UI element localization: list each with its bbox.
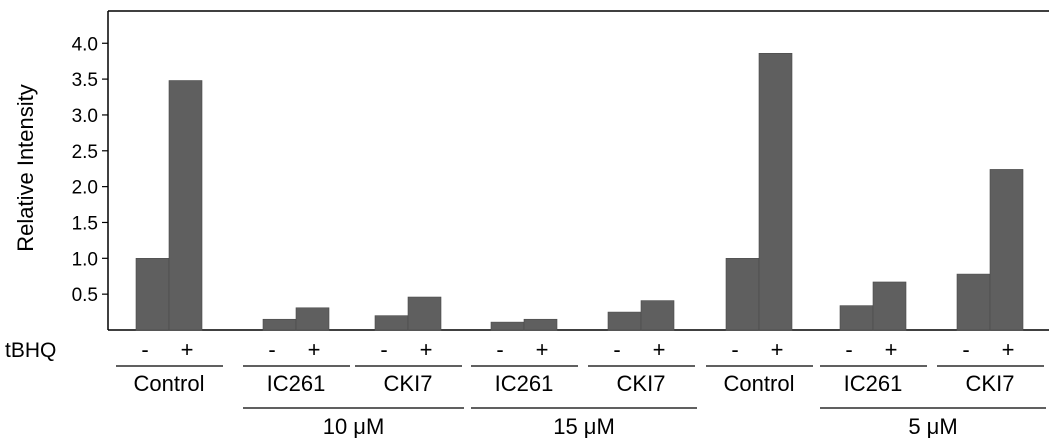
bar-plus <box>640 300 675 331</box>
minus-sign: - <box>962 337 969 362</box>
minus-sign: - <box>731 337 738 362</box>
bar-minus <box>839 305 874 331</box>
plus-sign: + <box>420 337 433 362</box>
group-label: Control <box>724 371 795 396</box>
bar-plus <box>295 307 330 331</box>
group-label: IC261 <box>844 371 903 396</box>
y-axis-label: Relative Intensity <box>13 84 38 252</box>
y-tick-label: 3.5 <box>72 70 98 91</box>
bar-minus <box>607 311 642 331</box>
bar-minus <box>262 318 297 331</box>
y-tick-label: 0.5 <box>72 285 98 306</box>
bar-minus <box>135 258 170 331</box>
group-label: IC261 <box>267 371 326 396</box>
bar-plus <box>523 318 558 331</box>
plus-sign: + <box>181 337 194 362</box>
treatment-label: tBHQ <box>5 339 56 362</box>
bar-minus <box>956 273 991 331</box>
plus-sign: + <box>771 337 784 362</box>
bar-minus <box>490 321 525 331</box>
bar-minus <box>374 315 409 331</box>
y-tick-label: 2.5 <box>72 142 98 163</box>
minus-sign: - <box>141 337 148 362</box>
minus-sign: - <box>496 337 503 362</box>
minus-sign: - <box>613 337 620 362</box>
concentration-label: 10 μM <box>323 414 385 439</box>
plus-sign: + <box>1002 337 1015 362</box>
plus-sign: + <box>308 337 321 362</box>
bar-plus <box>168 80 203 331</box>
group-label: CKI7 <box>617 371 666 396</box>
bar-plus <box>407 296 442 331</box>
plus-sign: + <box>536 337 549 362</box>
bar-plus <box>872 281 907 331</box>
concentration-label: 5 μM <box>908 414 957 439</box>
group-label: Control <box>134 371 205 396</box>
group-label: CKI7 <box>966 371 1015 396</box>
plot-area: 0.5 1.0 1.5 2.0 2.5 3.0 3.5 4.0 - + Control - + IC261… <box>72 10 1049 439</box>
y-tick-label: 1.5 <box>72 213 98 234</box>
y-tick-label: 3.0 <box>72 106 98 127</box>
minus-sign: - <box>268 337 275 362</box>
group-label: CKI7 <box>384 371 433 396</box>
group-label: IC261 <box>495 371 554 396</box>
concentration-label: 15 μM <box>553 414 615 439</box>
y-tick-label: 1.0 <box>72 249 98 270</box>
bar-plus <box>758 52 793 331</box>
y-tick-label: 4.0 <box>72 34 98 55</box>
minus-sign: - <box>845 337 852 362</box>
plus-sign: + <box>885 337 898 362</box>
bar-plus <box>989 169 1024 331</box>
bar-minus <box>725 258 760 331</box>
minus-sign: - <box>380 337 387 362</box>
plus-sign: + <box>653 337 666 362</box>
y-tick-label: 2.0 <box>72 178 98 199</box>
